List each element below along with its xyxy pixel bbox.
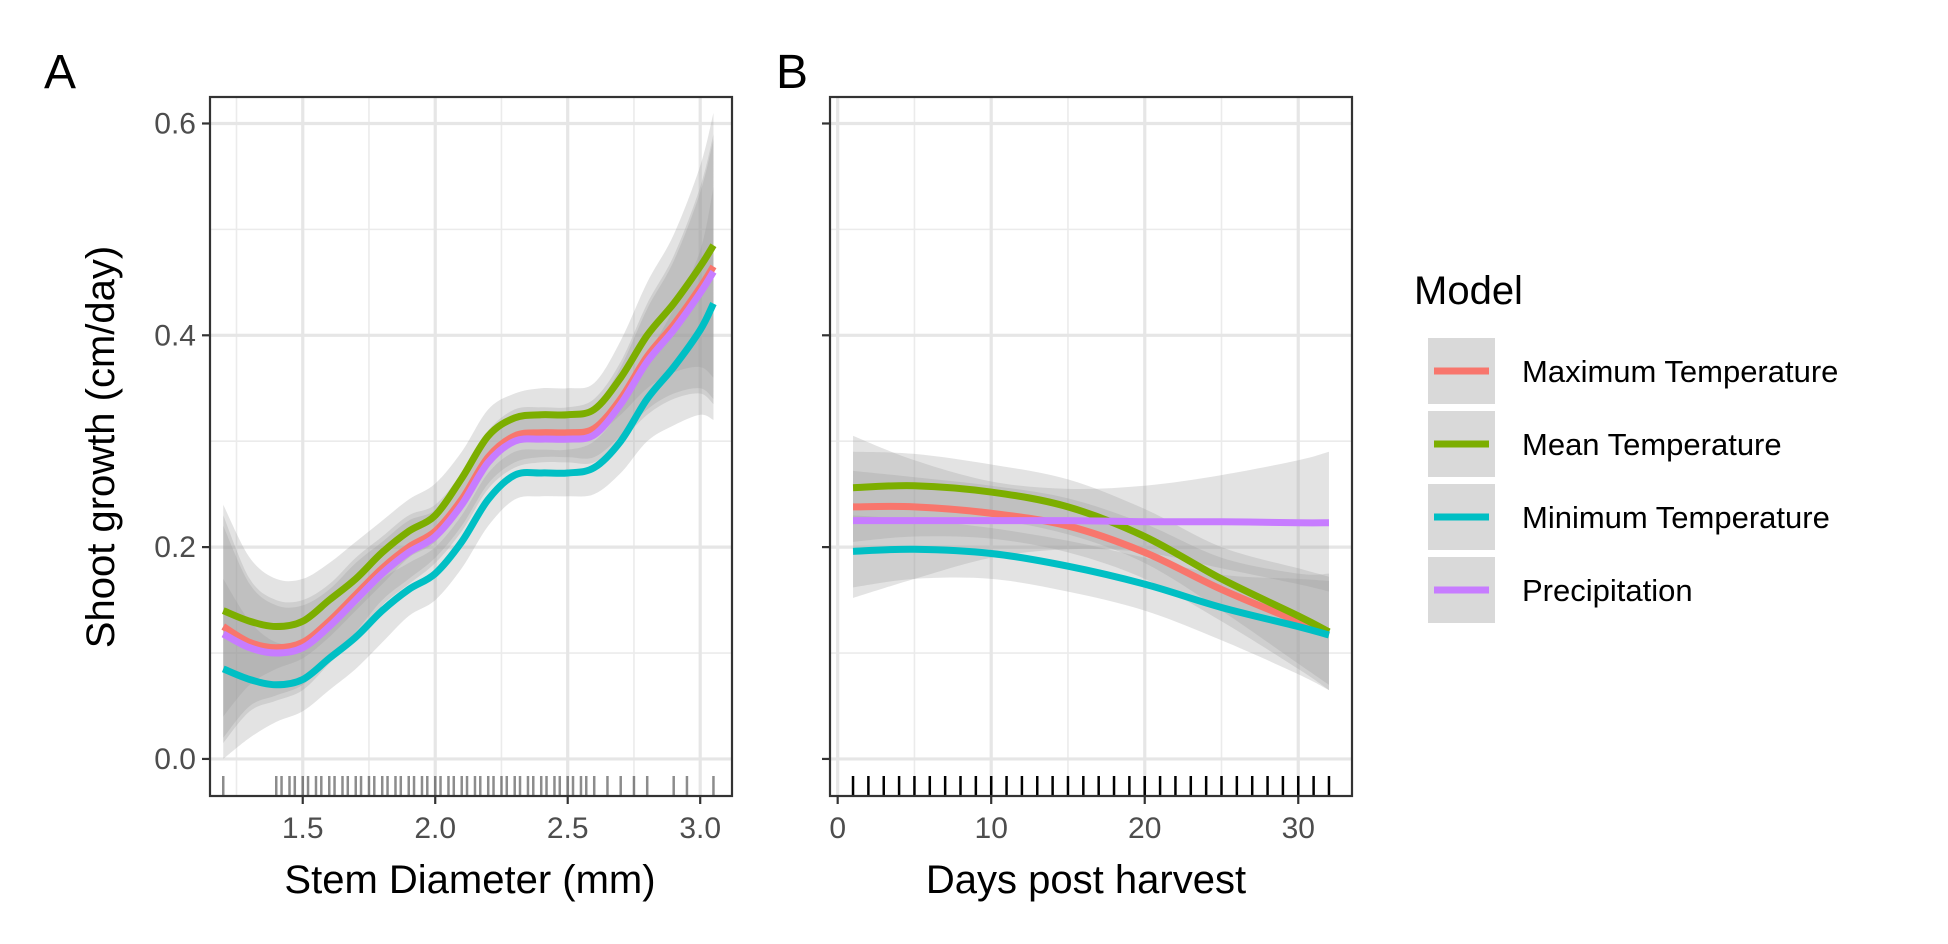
panel-a-y-tick-label: 0.4 [154, 319, 196, 352]
legend-label-maximum-temperature: Maximum Temperature [1522, 354, 1838, 389]
legend-label-mean-temperature: Mean Temperature [1522, 427, 1782, 462]
panel-a-x-tick-label: 2.5 [547, 812, 589, 845]
panel-b-plot: 0 10 20 30 [822, 95, 1354, 845]
panel-a-y-tick-label: 0.0 [154, 743, 196, 776]
panel-b-x-tick-label: 10 [975, 812, 1008, 845]
legend-title: Model [1414, 269, 1523, 313]
panel-b-panel-border [828, 95, 1354, 798]
legend-label-precipitation: Precipitation [1522, 573, 1693, 608]
panel-a-line-precipitation [221, 269, 717, 657]
panel-b-x-tick-label: 0 [829, 812, 846, 845]
legend: Model Maximum Temperature Mean Temperatur… [1414, 269, 1838, 623]
panel-label-b: B [776, 46, 808, 99]
panel-a-ribbon-mean-temperature [223, 112, 714, 717]
panel-label-a: A [44, 46, 76, 99]
panel-a-y-axis-title: Shoot growth (cm/day) [79, 246, 123, 648]
panel-a-line-minimum-temperature [221, 301, 717, 689]
panel-b-x-axis-title: Days post harvest [926, 858, 1246, 902]
legend-label-minimum-temperature: Minimum Temperature [1522, 500, 1830, 535]
panel-b-ribbon-minimum-temperature [853, 515, 1329, 691]
panel-a-panel-border [208, 95, 734, 798]
panel-a-x-tick-label: 1.5 [282, 812, 324, 845]
panel-a-plot: 1.5 2.0 2.5 3.0 0.0 0.2 0.4 0.6 [154, 95, 734, 845]
panel-b-line-maximum-temperature [853, 502, 1331, 636]
panel-a-x-tick-label: 3.0 [679, 812, 721, 845]
panel-b-line-precipitation [853, 517, 1329, 527]
panel-b-line-minimum-temperature [852, 545, 1330, 639]
panel-a-line-mean-temperature [221, 243, 717, 631]
panel-a-x-axis-title: Stem Diameter (mm) [284, 858, 655, 902]
panel-a-y-tick-label: 0.6 [154, 107, 196, 140]
panel-a-ribbon-minimum-temperature [223, 187, 714, 759]
panel-a-y-tick-label: 0.2 [154, 531, 196, 564]
panel-a-x-tick-label: 2.0 [414, 812, 456, 845]
panel-b-x-tick-label: 20 [1128, 812, 1161, 845]
panel-a-ribbon-precipitation [223, 139, 714, 744]
panel-b-x-tick-label: 30 [1282, 812, 1315, 845]
panel-b-ribbon-maximum-temperature [853, 470, 1329, 691]
